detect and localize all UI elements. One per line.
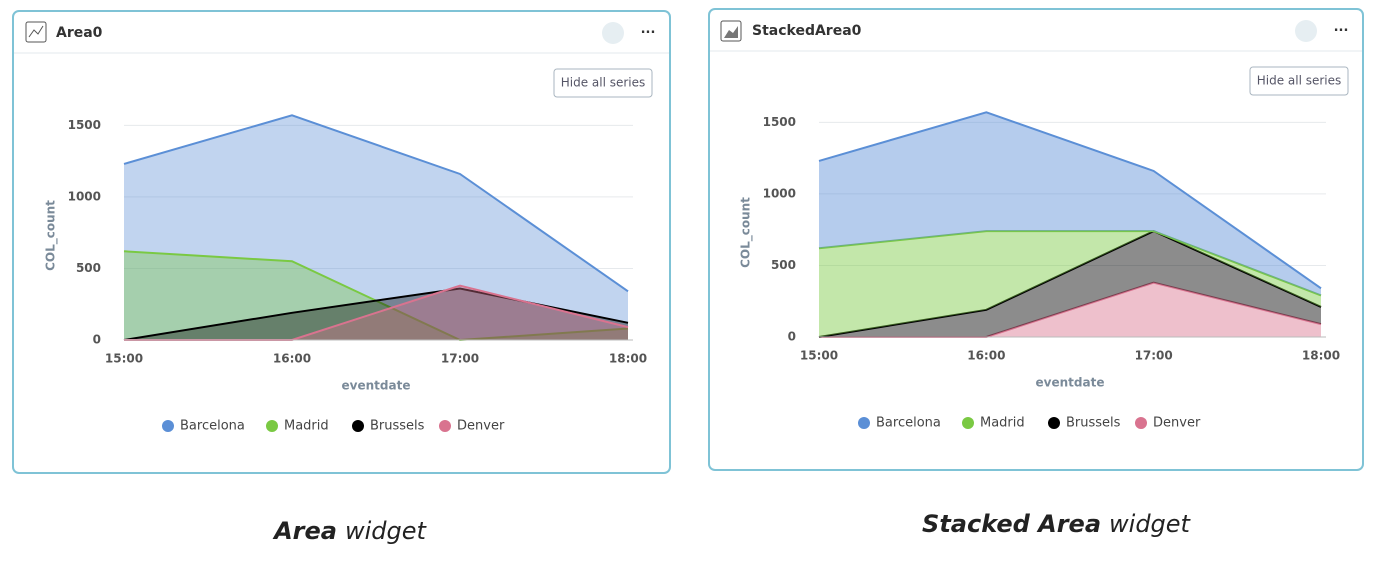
area	[124, 288, 628, 340]
legend-marker	[266, 420, 278, 432]
legend-marker	[1135, 417, 1147, 429]
x-tick-label: 18:00	[1302, 349, 1340, 363]
legend-label: Barcelona	[876, 416, 941, 431]
caption: Stacked Area widget	[922, 510, 1192, 538]
legend-marker	[439, 420, 451, 432]
series-line	[818, 111, 1322, 290]
chart-icon-area	[724, 26, 738, 38]
area	[124, 115, 628, 340]
area	[819, 231, 1321, 337]
x-tick-label: 17:00	[1135, 349, 1173, 363]
caption-bold: Stacked Area	[922, 510, 1101, 538]
series-line	[818, 229, 1322, 338]
panel-title: Area0	[56, 25, 103, 41]
hide-series-button[interactable]	[1249, 66, 1349, 96]
y-axis-label: COL_count	[44, 200, 59, 271]
menu-button[interactable]: ···	[641, 26, 656, 41]
y-tick-label: 1000	[68, 189, 101, 203]
legend-marker	[962, 417, 974, 429]
x-tick-label: 15:00	[105, 352, 143, 366]
panel	[12, 10, 671, 474]
y-tick-label: 0	[788, 330, 796, 344]
y-tick-label: 1500	[68, 118, 101, 132]
y-tick-label: 0	[93, 333, 101, 347]
legend-label: Madrid	[284, 419, 329, 434]
series-line	[123, 114, 629, 293]
x-tick-label: 18:00	[609, 352, 647, 366]
y-axis-label: COL_count	[739, 197, 754, 268]
chart-icon	[720, 20, 742, 42]
caption-rest: widget	[1109, 510, 1192, 538]
legend-marker	[352, 420, 364, 432]
menu-button[interactable]: ···	[1334, 24, 1349, 39]
panel	[708, 8, 1364, 471]
chart-icon-line	[28, 25, 44, 38]
x-tick-label: 15:00	[800, 349, 838, 363]
legend-marker	[162, 420, 174, 432]
area	[819, 112, 1321, 296]
caption: Area widget	[272, 517, 427, 545]
pin-button[interactable]	[602, 22, 624, 44]
caption-rest: widget	[345, 517, 428, 545]
series-line	[818, 230, 1322, 297]
y-tick-label: 1000	[763, 186, 796, 200]
y-tick-label: 1500	[763, 115, 796, 129]
hide-series-label: Hide all series	[561, 76, 646, 90]
legend-label: Madrid	[980, 416, 1025, 431]
x-tick-label: 17:00	[441, 352, 479, 366]
legend-label: Brussels	[1066, 416, 1121, 431]
panel-title: StackedArea0	[752, 23, 862, 39]
y-tick-label: 500	[771, 258, 796, 272]
pin-button[interactable]	[1295, 20, 1317, 42]
x-tick-label: 16:00	[273, 352, 311, 366]
area	[124, 251, 628, 340]
legend-label: Barcelona	[180, 419, 245, 434]
area	[819, 231, 1321, 337]
hide-series-button[interactable]	[553, 68, 653, 98]
legend-label: Denver	[1153, 416, 1201, 431]
hide-series-label: Hide all series	[1257, 74, 1342, 88]
x-axis-label: eventdate	[1036, 376, 1105, 390]
legend-marker	[858, 417, 870, 429]
x-axis-label: eventdate	[342, 379, 411, 393]
caption-bold: Area	[272, 517, 337, 545]
chart-icon	[25, 21, 47, 43]
x-tick-label: 16:00	[967, 349, 1005, 363]
legend-marker	[1048, 417, 1060, 429]
y-tick-label: 500	[76, 261, 101, 275]
legend-label: Denver	[457, 419, 505, 434]
legend-label: Brussels	[370, 419, 425, 434]
